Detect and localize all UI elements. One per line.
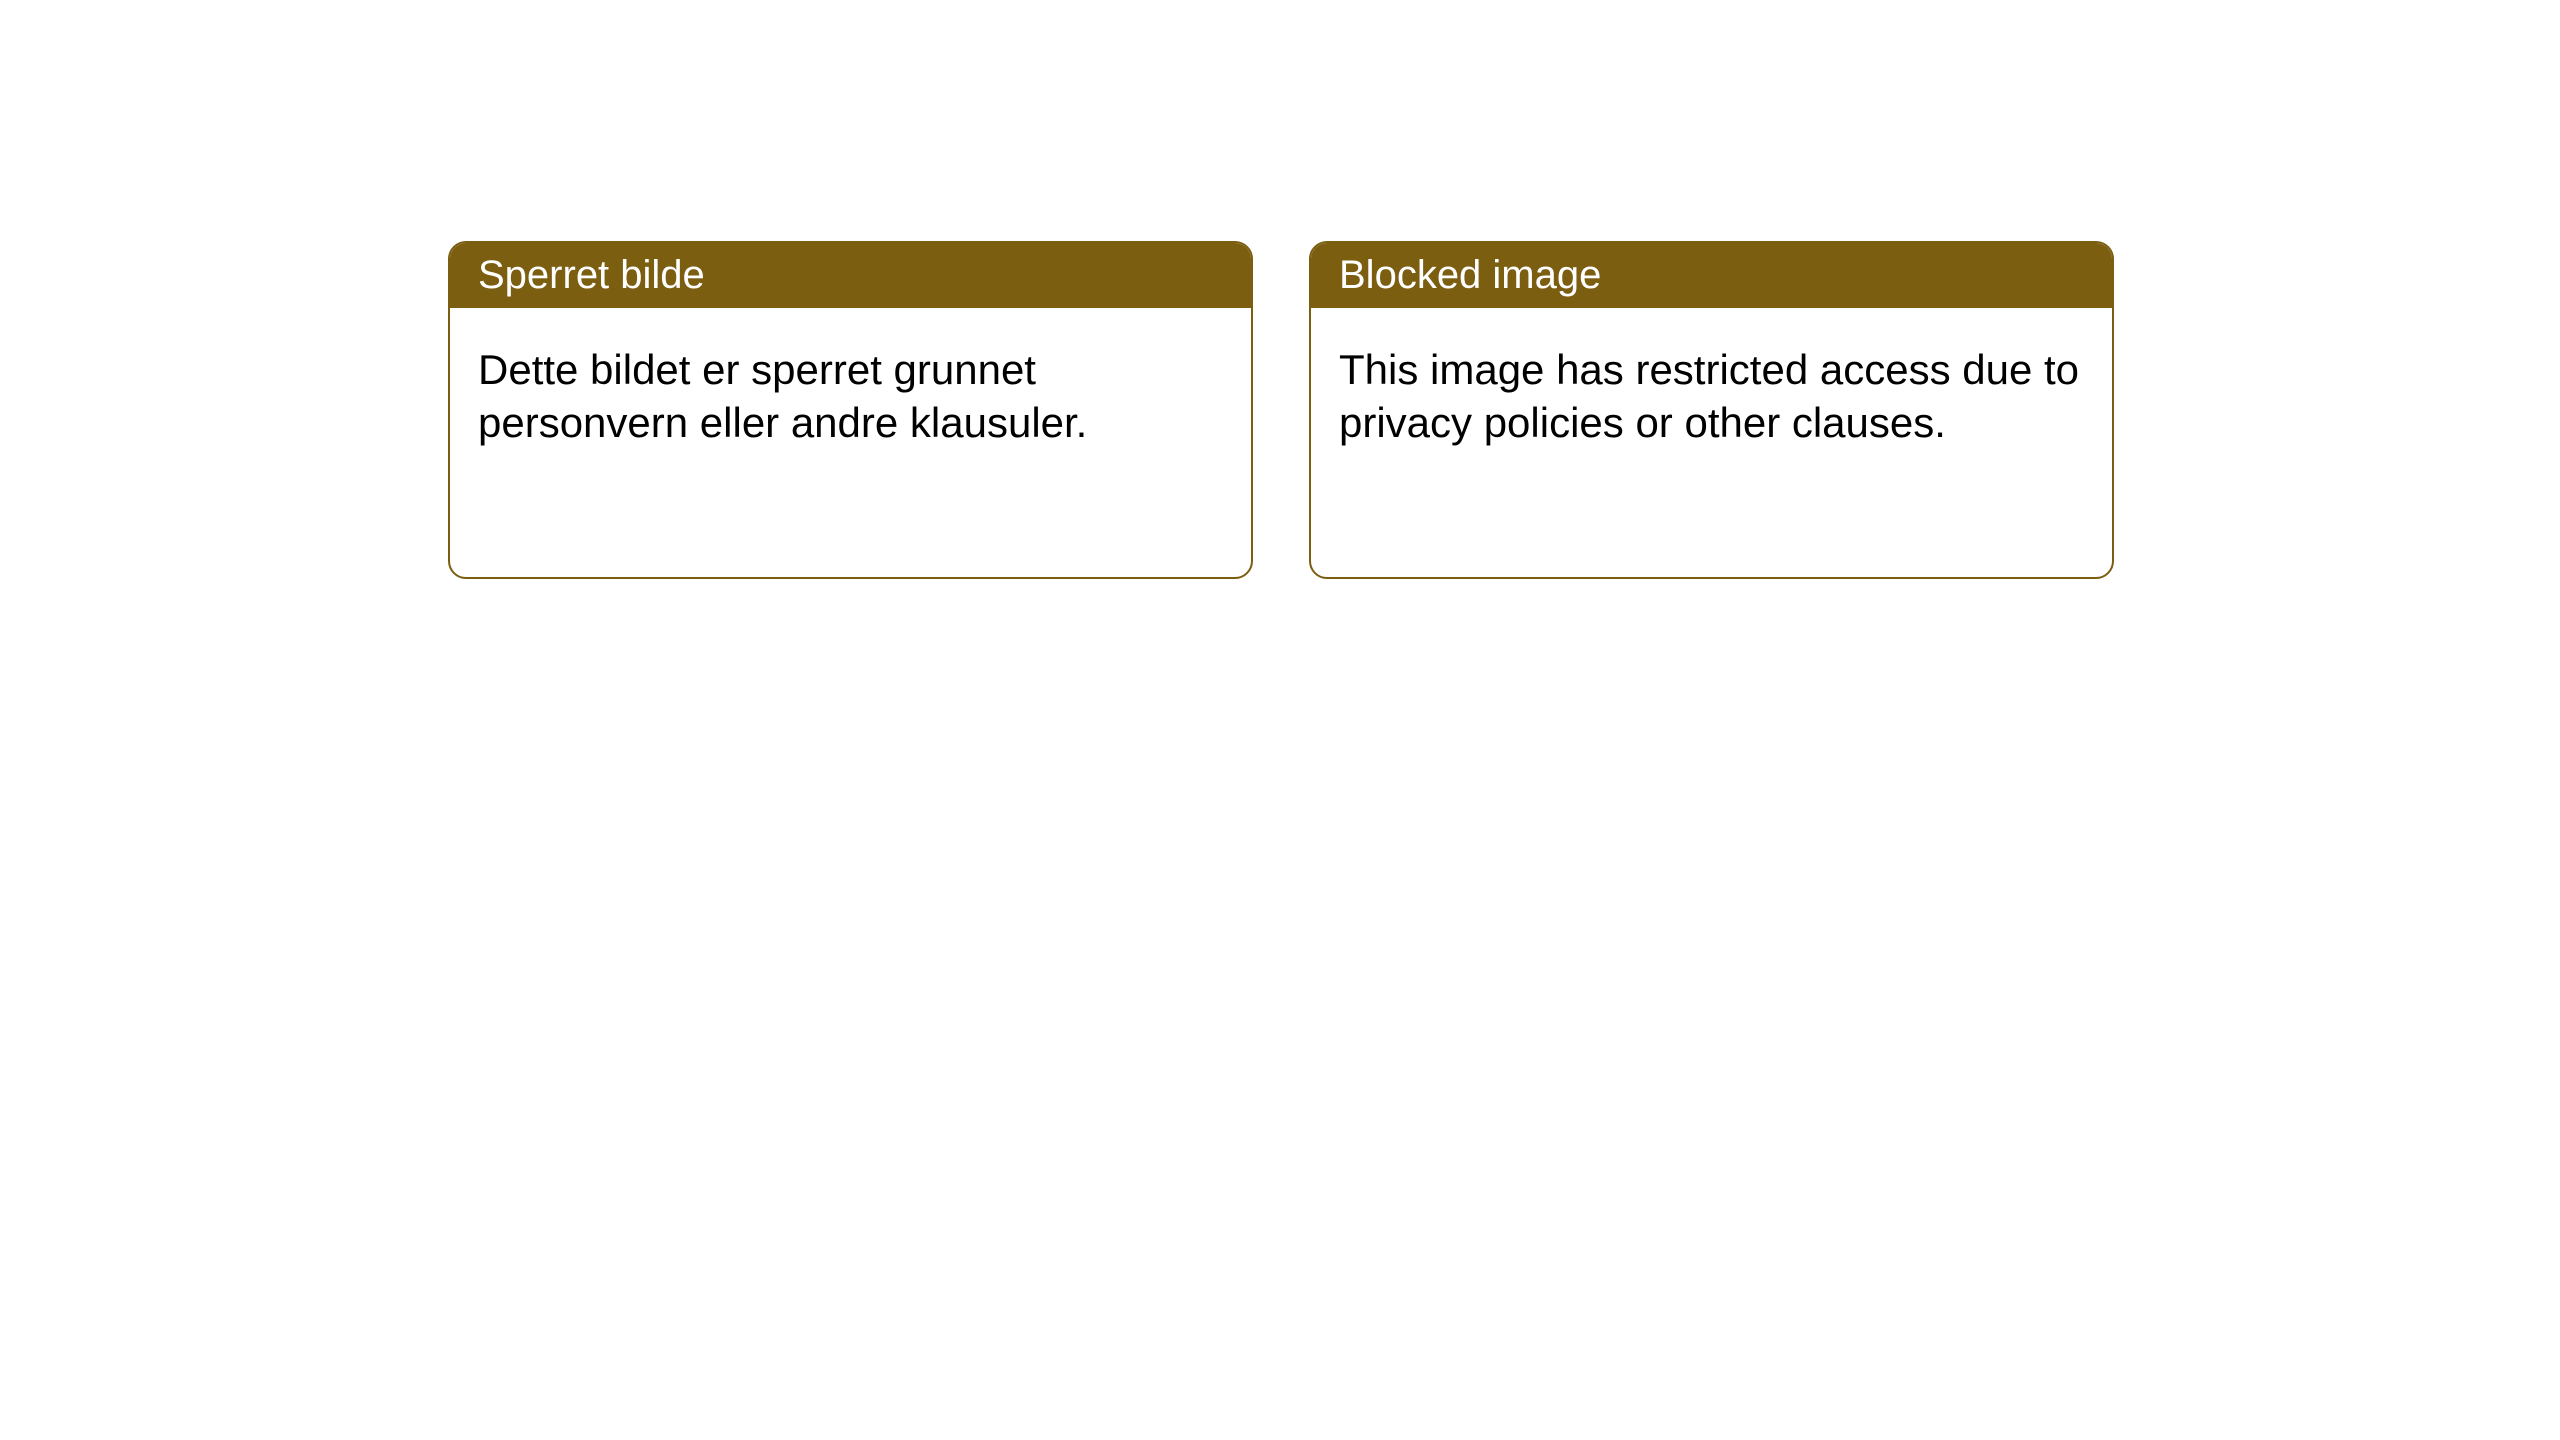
notice-body: This image has restricted access due to … — [1311, 308, 2112, 485]
notice-title: Blocked image — [1339, 253, 1601, 297]
notice-header: Blocked image — [1311, 243, 2112, 308]
notice-body-text: Dette bildet er sperret grunnet personve… — [478, 346, 1087, 446]
notice-container: Sperret bilde Dette bildet er sperret gr… — [0, 0, 2560, 579]
notice-box-english: Blocked image This image has restricted … — [1309, 241, 2114, 579]
notice-body-text: This image has restricted access due to … — [1339, 346, 2079, 446]
notice-header: Sperret bilde — [450, 243, 1251, 308]
notice-title: Sperret bilde — [478, 253, 705, 297]
notice-body: Dette bildet er sperret grunnet personve… — [450, 308, 1251, 485]
notice-box-norwegian: Sperret bilde Dette bildet er sperret gr… — [448, 241, 1253, 579]
